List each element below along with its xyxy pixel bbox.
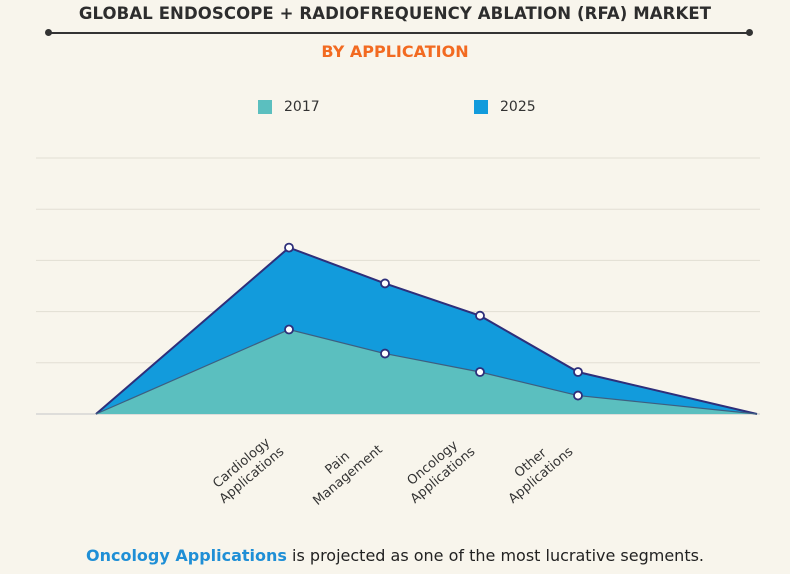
legend-item-2025: 2025 <box>474 99 536 115</box>
x-tick-label-line: Management <box>310 442 385 509</box>
point-2025-3 <box>475 310 485 321</box>
title-divider <box>48 32 750 34</box>
footer-highlight: Oncology Applications <box>85 546 287 565</box>
legend-label-2017: 2017 <box>284 99 320 115</box>
line-2025 <box>95 246 758 415</box>
chart-title: GLOBAL ENDOSCOPE + RADIOFREQUENCY ABLATI… <box>78 4 712 23</box>
line-2017 <box>95 328 758 415</box>
x-tick-label: OtherApplications <box>496 432 577 507</box>
point-2017-3 <box>475 367 485 377</box>
point-2025-1 <box>284 242 294 253</box>
footer-note: Oncology Applications is projected as on… <box>0 546 790 565</box>
point-2025-4 <box>573 367 583 377</box>
divider-dot-left <box>45 29 52 36</box>
x-tick-label: OncologyApplications <box>398 432 479 507</box>
divider-dot-right <box>746 29 753 36</box>
x-tick-label: CardiologyApplications <box>207 432 288 507</box>
point-2017-1 <box>284 324 294 335</box>
area-2017 <box>96 329 757 414</box>
legend-item-2017: 2017 <box>258 99 320 115</box>
point-2025-2 <box>380 278 390 289</box>
point-2017-2 <box>380 348 390 359</box>
x-tick-label: PainManagement <box>300 430 386 509</box>
legend-swatch-2025 <box>474 100 488 114</box>
footer-text: is projected as one of the most lucrativ… <box>286 546 705 565</box>
chart-subtitle: BY APPLICATION <box>321 42 469 61</box>
legend-label-2025: 2025 <box>500 99 536 115</box>
legend-swatch-2017 <box>258 100 272 114</box>
point-2017-4 <box>573 390 583 401</box>
